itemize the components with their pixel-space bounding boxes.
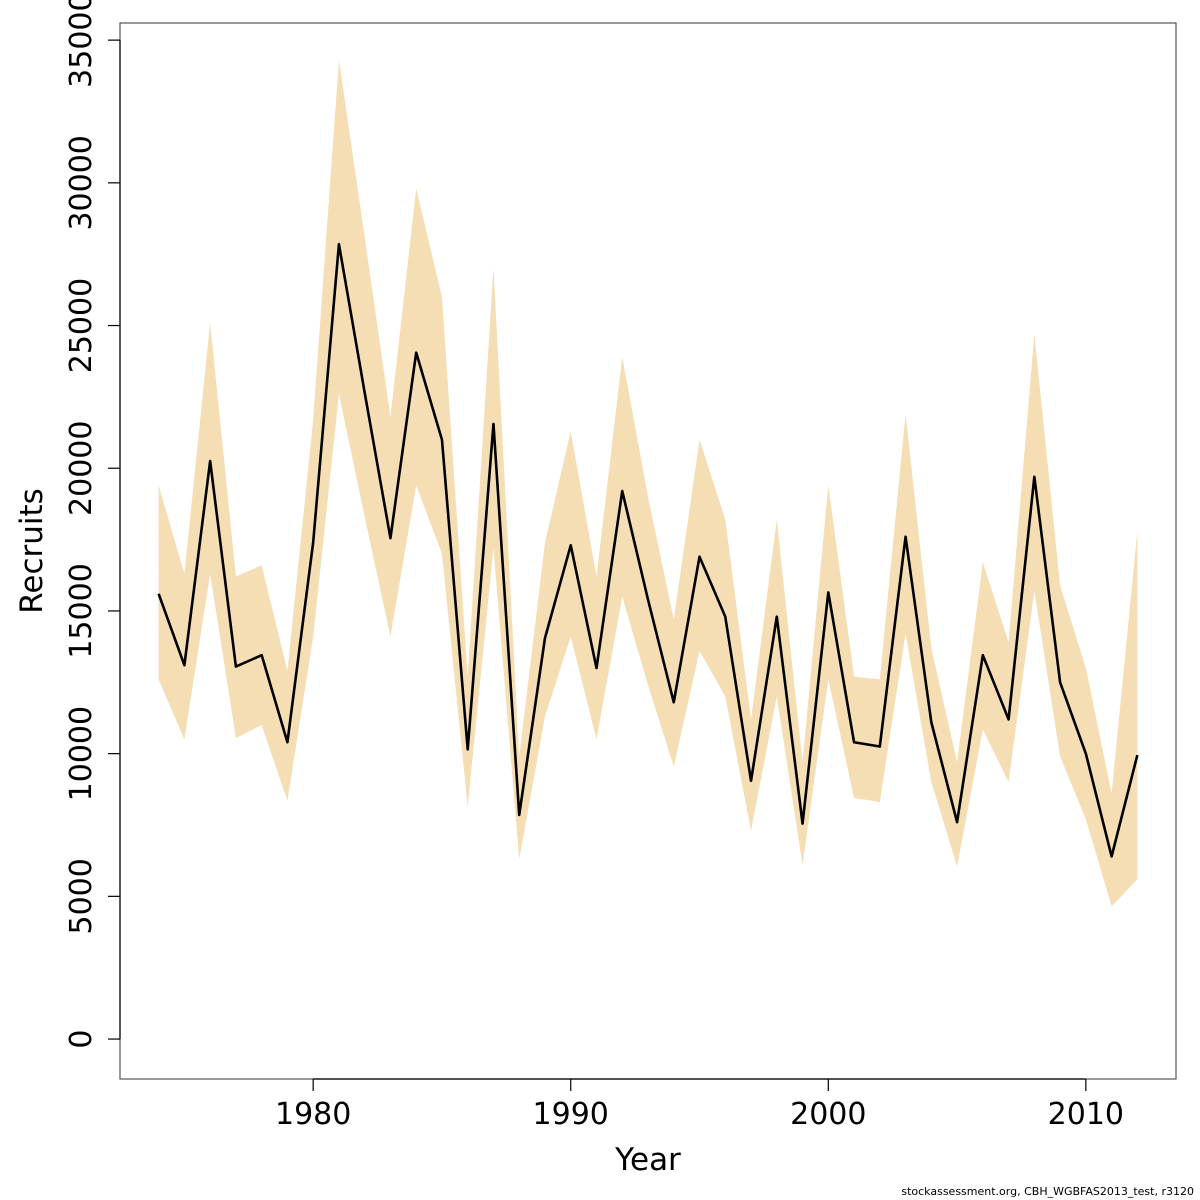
y-tick-label: 10000 — [64, 706, 99, 801]
y-tick-label: 25000 — [64, 278, 99, 373]
y-axis-title: Recruits — [14, 488, 50, 614]
x-tick-label: 2010 — [1048, 1097, 1124, 1132]
y-tick-label: 0 — [64, 1029, 99, 1048]
footer-note: stockassessment.org, CBH_WGBFAS2013_test… — [901, 1185, 1194, 1198]
y-tick-label: 35000 — [64, 0, 99, 88]
confidence-band-layer — [158, 60, 1138, 907]
x-axis-title: Year — [614, 1142, 681, 1178]
x-tick-label: 1990 — [533, 1097, 609, 1132]
confidence-band — [158, 60, 1138, 907]
x-axis: 1980 1990 2000 2010 — [275, 1078, 1124, 1132]
y-tick-label: 20000 — [64, 421, 99, 516]
y-axis: 0 5000 10000 15000 20000 25000 30000 35000 — [64, 0, 121, 1049]
y-tick-label: 30000 — [64, 135, 99, 230]
recruits-line-layer — [157, 242, 1139, 858]
x-tick-label: 2000 — [790, 1097, 866, 1132]
x-tick-label: 1980 — [275, 1097, 351, 1132]
recruits-line — [157, 242, 1139, 858]
y-tick-label: 15000 — [64, 563, 99, 658]
y-tick-label: 5000 — [64, 858, 99, 934]
